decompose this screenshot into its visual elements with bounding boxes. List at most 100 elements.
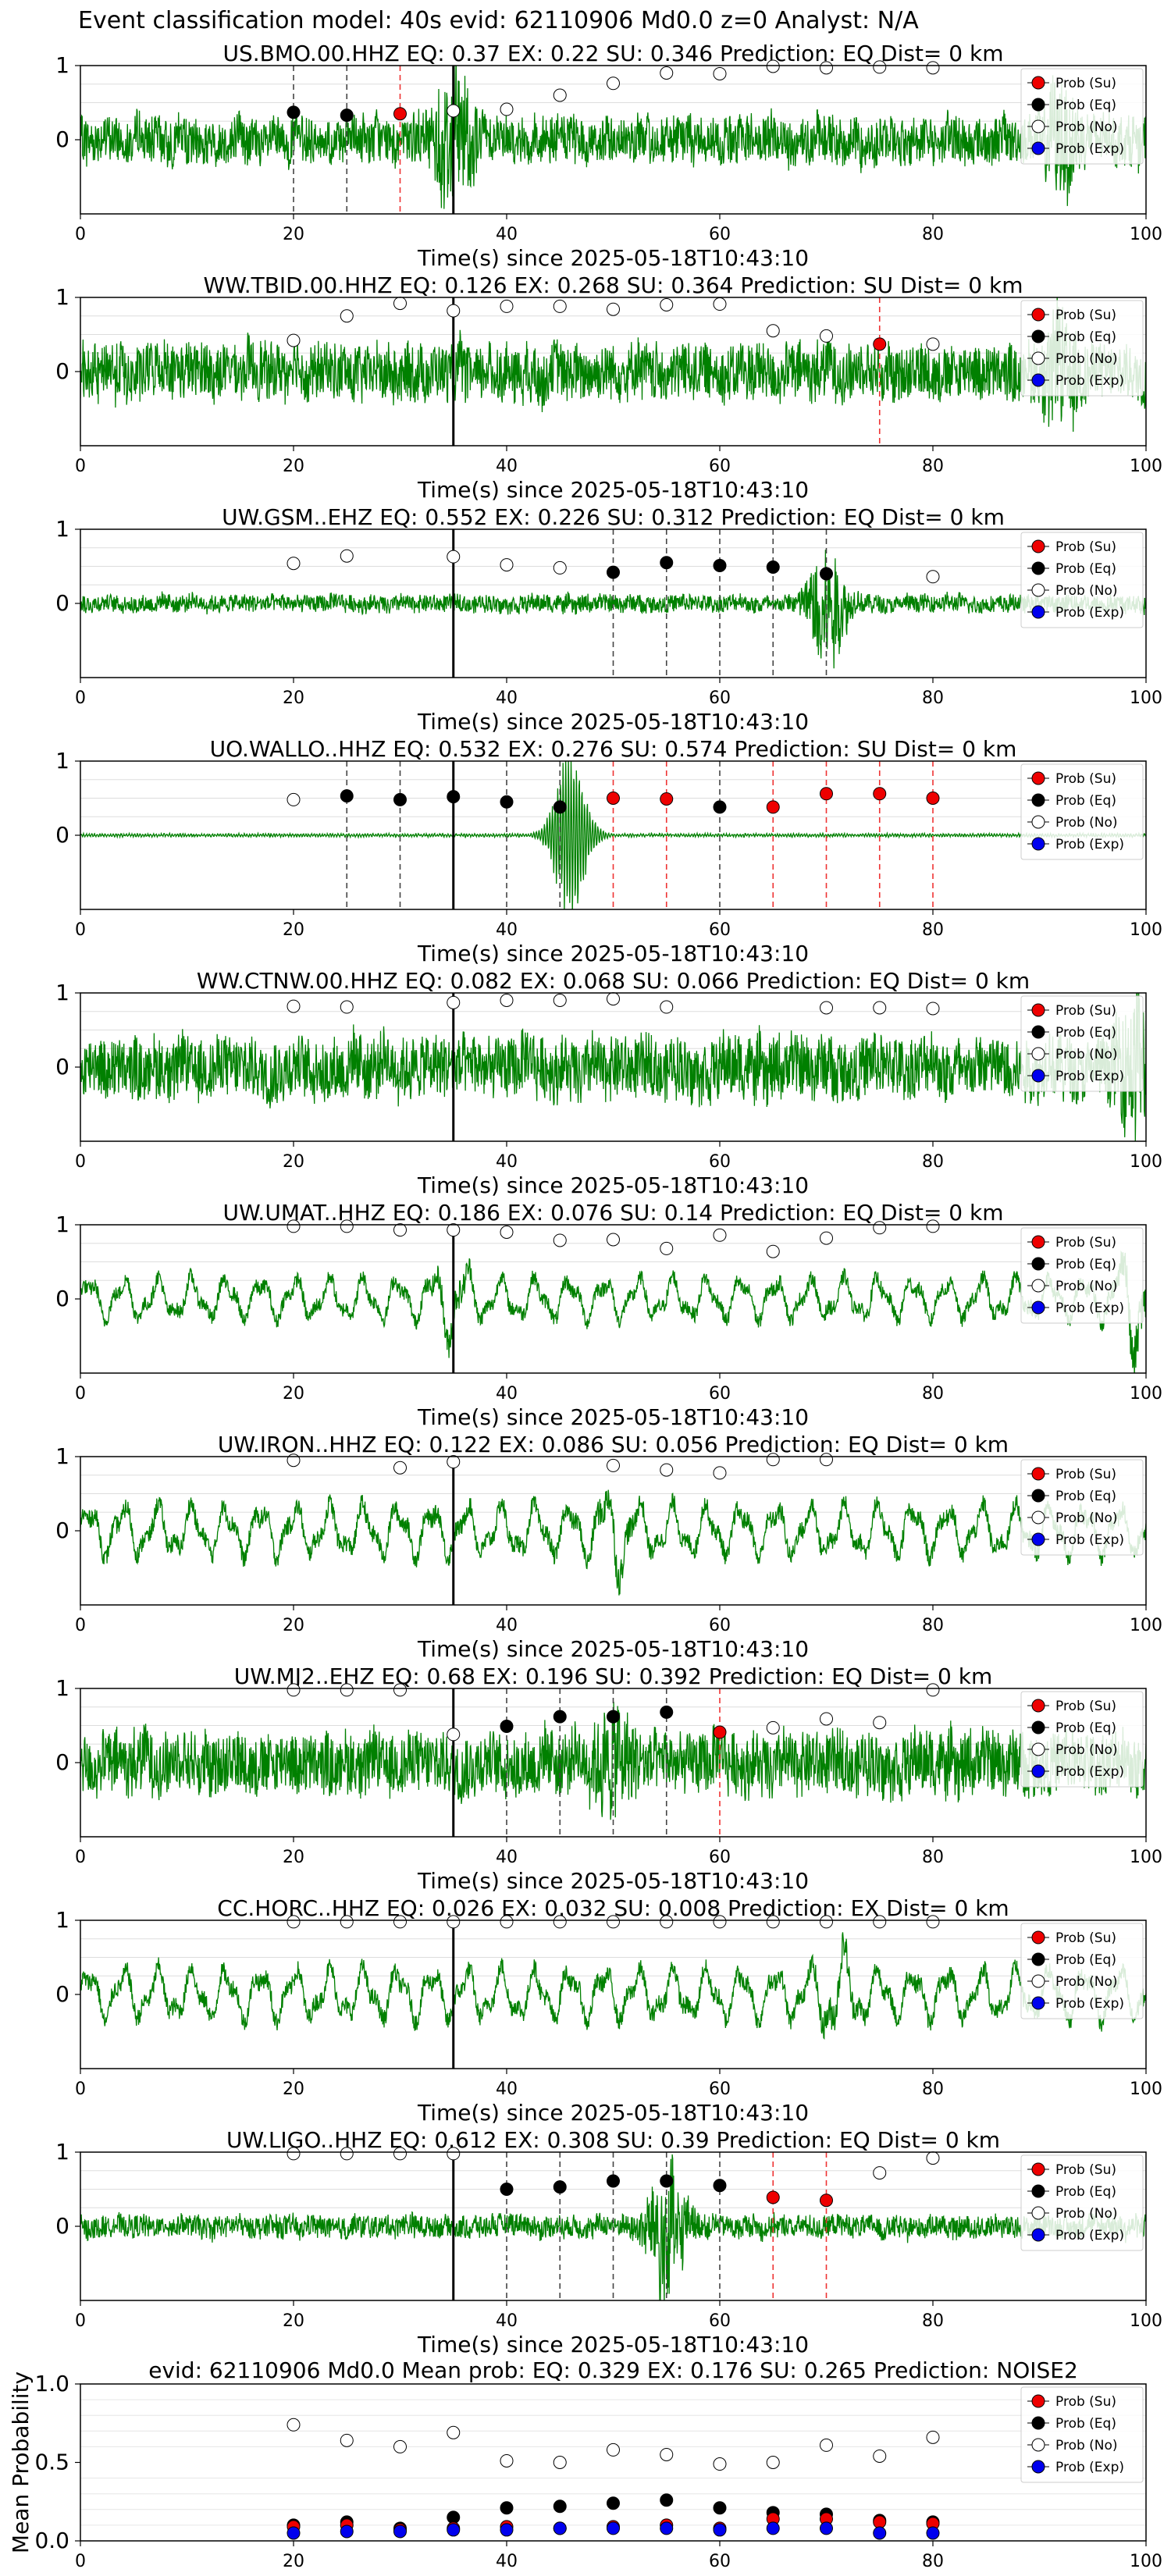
- prob-point-no: [660, 1000, 674, 1014]
- prob-point-no: [766, 59, 780, 73]
- mean-prob-point-no: [820, 2438, 833, 2452]
- prob-point-no: [393, 297, 407, 311]
- prob-point-no: [873, 1221, 887, 1235]
- legend-marker-exp: [1031, 1300, 1045, 1315]
- mean-prob-point-no: [340, 2433, 354, 2447]
- legend-marker-su: [1031, 1467, 1045, 1481]
- prob-point-no: [553, 1233, 567, 1247]
- x-tick-label-9: 0: [75, 2311, 86, 2331]
- subplot-title-5: UW.UMAT..HHZ EQ: 0.186 EX: 0.076 SU: 0.1…: [222, 1200, 1003, 1226]
- y-tick-label-0: 0: [55, 126, 69, 152]
- x-tick-label-5: 100: [1130, 1384, 1162, 1404]
- x-tick-label-2: 60: [709, 688, 731, 708]
- waveform-trace-6: [80, 1489, 1146, 1596]
- prob-point-eq: [607, 2174, 620, 2188]
- x-tick-label-9: 60: [709, 2311, 731, 2331]
- prob-point-eq: [713, 2179, 727, 2193]
- prob-point-no: [500, 1226, 514, 1239]
- x-axis-label-1: Time(s) since 2025-05-18T10:43:10: [417, 477, 809, 503]
- x-tick-label-8: 60: [709, 2080, 731, 2099]
- prob-point-no: [820, 1231, 833, 1245]
- prob-point-eq: [287, 105, 301, 119]
- mean-prob-point-no: [553, 2456, 567, 2469]
- x-tick-label-3: 80: [922, 920, 944, 940]
- waveform-trace-1: [80, 297, 1146, 432]
- prob-point-eq: [713, 800, 727, 814]
- mean-prob-point-no: [766, 2456, 780, 2469]
- legend-2: Prob (Su) Prob (Eq) Prob (No) Prob (Exp): [1020, 532, 1144, 628]
- x-tick-label-6: 40: [496, 1616, 518, 1635]
- x-tick-label-4: 80: [922, 1152, 944, 1172]
- legend-label-su: Prob (Su): [1055, 1467, 1116, 1482]
- legend-box: [1020, 532, 1144, 628]
- prob-point-su: [713, 1725, 727, 1739]
- x-axis-label-0: Time(s) since 2025-05-18T10:43:10: [417, 245, 809, 271]
- legend-marker-exp: [1031, 141, 1045, 155]
- prob-point-no: [820, 1915, 833, 1929]
- mean-prob-point-eq: [553, 2500, 567, 2514]
- legend-marker-eq: [1031, 1489, 1045, 1503]
- legend-label-eq: Prob (Eq): [1055, 1257, 1116, 1272]
- prob-point-eq: [393, 792, 407, 806]
- legend-label-su: Prob (Su): [1055, 2394, 1116, 2410]
- y-tick-label-9: 0: [55, 2213, 69, 2239]
- prob-point-no: [340, 1219, 354, 1233]
- prob-point-no: [340, 549, 354, 563]
- y-tick-label-10: 1.0: [34, 2371, 69, 2396]
- legend-9: Prob (Su) Prob (Eq) Prob (No) Prob (Exp): [1020, 2154, 1144, 2251]
- prob-point-no: [607, 302, 620, 316]
- mean-prob-point-eq: [607, 2496, 620, 2510]
- waveform-trace-7: [80, 1702, 1146, 1820]
- legend-marker-exp: [1031, 605, 1045, 619]
- x-tick-label-7: 20: [283, 1848, 304, 1867]
- x-tick-label-5: 0: [75, 1384, 86, 1404]
- mean-prob-point-exp: [820, 2521, 833, 2535]
- legend-marker-no: [1031, 583, 1045, 597]
- legend-label-no: Prob (No): [1055, 583, 1118, 599]
- legend-label-exp: Prob (Exp): [1055, 1532, 1124, 1548]
- legend-label-eq: Prob (Eq): [1055, 329, 1116, 345]
- plot-frame-8: [80, 1920, 1147, 2069]
- subplot-4: WW.CTNW.00.HHZ EQ: 0.082 EX: 0.068 SU: 0…: [55, 968, 1162, 1198]
- legend-box: [1020, 2154, 1144, 2251]
- legend-10: Prob (Su) Prob (Eq) Prob (No) Prob (Exp): [1020, 2386, 1144, 2483]
- prob-point-su: [766, 800, 780, 814]
- legend-marker-su: [1031, 771, 1045, 785]
- prob-point-no: [447, 1455, 461, 1469]
- prob-point-no: [553, 994, 567, 1007]
- legend-marker-no: [1031, 119, 1045, 133]
- x-tick-label-8: 0: [75, 2080, 86, 2099]
- legend-marker-eq: [1031, 793, 1045, 807]
- legend-marker-eq: [1031, 1025, 1045, 1039]
- prob-point-eq: [553, 2180, 567, 2194]
- prob-point-no: [926, 61, 940, 75]
- mean-prob-point-no: [447, 2425, 461, 2439]
- x-tick-label-0: 100: [1130, 225, 1162, 244]
- prob-point-no: [713, 1228, 727, 1242]
- subplot-2: UW.GSM..EHZ EQ: 0.552 EX: 0.226 SU: 0.31…: [55, 504, 1162, 735]
- y-tick-label-3: 0: [55, 822, 69, 848]
- prob-point-no: [553, 560, 567, 575]
- legend-marker-su: [1031, 539, 1045, 553]
- mean-prob-point-no: [660, 2447, 674, 2461]
- x-tick-label-5: 80: [922, 1384, 944, 1404]
- y-tick-label-10: 0.0: [34, 2528, 69, 2553]
- x-tick-label-10: 20: [283, 2552, 304, 2571]
- prob-point-no: [766, 1244, 780, 1258]
- prob-point-no: [447, 1727, 461, 1742]
- x-tick-label-9: 100: [1130, 2311, 1162, 2331]
- y-tick-label-5: 1: [55, 1212, 69, 1237]
- legend-4: Prob (Su) Prob (Eq) Prob (No) Prob (Exp): [1020, 995, 1144, 1092]
- legend-label-exp: Prob (Exp): [1055, 2228, 1124, 2243]
- prob-point-no: [340, 2147, 354, 2161]
- subplot-title-0: US.BMO.00.HHZ EQ: 0.37 EX: 0.22 SU: 0.34…: [222, 41, 1003, 66]
- legend-marker-exp: [1031, 837, 1045, 851]
- legend-marker-no: [1031, 2438, 1045, 2452]
- legend-label-eq: Prob (Eq): [1055, 561, 1116, 577]
- prob-point-no: [500, 994, 514, 1007]
- prob-point-no: [713, 1466, 727, 1480]
- legend-marker-eq: [1031, 1720, 1045, 1735]
- x-tick-label-4: 60: [709, 1152, 731, 1172]
- x-tick-label-7: 100: [1130, 1848, 1162, 1867]
- x-tick-label-3: 20: [283, 920, 304, 940]
